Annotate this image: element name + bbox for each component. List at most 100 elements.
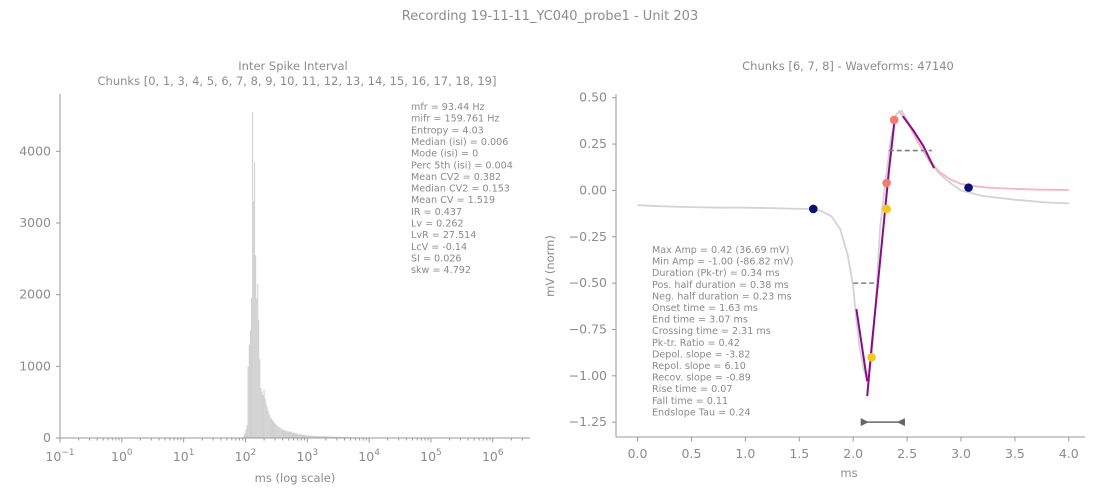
figure-title: Recording 19-11-11_YC040_probe1 - Unit 2… xyxy=(402,9,698,24)
waveform-feature-point xyxy=(889,115,899,125)
isi-bar xyxy=(247,366,249,438)
isi-bar xyxy=(304,435,308,438)
isi-stat-line: Mean CV2 = 0.382 xyxy=(411,172,501,183)
isi-bar xyxy=(269,417,271,438)
isi-chart: Inter Spike Interval Chunks [0, 1, 3, 4,… xyxy=(19,59,530,485)
isi-bar xyxy=(266,407,268,438)
isi-x-tick-label: 100 xyxy=(111,448,133,464)
waveform-x-tick-label: 3.0 xyxy=(951,446,971,461)
waveform-stat-line: Fall time = 0.11 xyxy=(652,396,728,407)
waveform-x-tick-label: 4.0 xyxy=(1059,446,1079,461)
isi-stat-line: Entropy = 4.03 xyxy=(411,125,484,136)
isi-bar xyxy=(314,435,319,438)
isi-bar xyxy=(260,387,262,438)
isi-title: Inter Spike Interval xyxy=(238,59,347,73)
waveform-axes: 0.50 0.25 0.00 −0.25 −0.50 −0.75 −1.00 −1.25 0.0… xyxy=(569,90,1085,461)
waveform-stat-line: Onset time = 1.63 ms xyxy=(652,303,758,314)
waveform-stat-line: Depol. slope = -3.82 xyxy=(652,349,751,360)
isi-bar xyxy=(252,111,254,439)
isi-bar xyxy=(277,426,279,438)
isi-bar xyxy=(265,403,267,438)
isi-bar xyxy=(283,430,285,438)
waveform-y-tick-label: −1.25 xyxy=(569,414,607,429)
isi-stat-line: LcV = -0.14 xyxy=(411,242,467,253)
isi-bar xyxy=(287,431,289,438)
isi-stat-line: mifr = 159.761 Hz xyxy=(411,114,499,125)
isi-bar xyxy=(242,436,245,438)
waveform-lines xyxy=(637,109,1069,427)
waveform-stat-line: Recov. slope = -0.89 xyxy=(652,373,751,384)
isi-bar xyxy=(275,424,277,438)
isi-stat-line: LvR = 27.514 xyxy=(411,230,476,241)
isi-bars xyxy=(241,111,389,439)
waveform-points xyxy=(809,115,973,362)
isi-y-tick-label: 2000 xyxy=(19,287,51,302)
isi-bar xyxy=(257,283,259,438)
isi-xlabel: ms (log scale) xyxy=(255,471,336,485)
isi-bar xyxy=(321,436,326,438)
waveform-y-tick-label: −1.00 xyxy=(569,368,607,383)
isi-bar xyxy=(301,434,305,438)
isi-bar xyxy=(285,430,287,438)
isi-bar xyxy=(294,433,298,438)
isi-bar xyxy=(270,418,272,438)
isi-bar xyxy=(307,435,312,438)
waveform-y-tick-label: −0.75 xyxy=(569,321,607,336)
isi-bar xyxy=(261,391,263,438)
isi-x-tick-label: 103 xyxy=(296,448,318,464)
waveform-stat-line: Rise time = 0.07 xyxy=(652,384,732,395)
isi-bar xyxy=(254,162,256,439)
isi-bar xyxy=(311,435,315,438)
waveform-stat-line: Crossing time = 2.31 ms xyxy=(652,326,771,337)
isi-bar xyxy=(325,436,330,438)
waveform-series-line xyxy=(855,308,869,382)
waveform-feature-point xyxy=(882,178,891,188)
isi-y-tick-label: 3000 xyxy=(19,215,51,230)
isi-bar xyxy=(329,436,333,438)
isi-x-tick-label: 10−1 xyxy=(45,448,74,464)
waveform-title: Chunks [6, 7, 8] - Waveforms: 47140 xyxy=(742,59,954,73)
waveform-x-tick-label: 2.5 xyxy=(897,446,917,461)
isi-bar xyxy=(259,359,261,438)
waveform-feature-point xyxy=(882,204,891,214)
isi-bar xyxy=(291,432,295,438)
isi-subtitle: Chunks [0, 1, 3, 4, 5, 6, 7, 8, 9, 10, 1… xyxy=(98,74,497,88)
waveform-stat-line: Neg. half duration = 0.23 ms xyxy=(652,291,792,302)
isi-y-tick-label: 4000 xyxy=(19,143,51,158)
waveform-stat-line: Max Amp = 0.42 (36.69 mV) xyxy=(652,245,789,256)
isi-bar xyxy=(340,436,345,438)
waveform-series-line xyxy=(897,110,1069,191)
isi-bar xyxy=(263,389,265,438)
isi-axes: 0 1000 2000 3000 4000 10−1 100 101 102 103 104 105 1… xyxy=(19,94,530,464)
isi-stat-line: IR = 0.437 xyxy=(411,207,462,218)
isi-bar xyxy=(284,430,286,438)
isi-bar xyxy=(336,436,341,438)
waveform-stats-box: Max Amp = 0.42 (36.69 mV)Min Amp = -1.00… xyxy=(652,245,793,418)
duration-marker-left-arrow xyxy=(860,418,869,427)
isi-bar xyxy=(253,201,255,438)
isi-bar xyxy=(245,429,247,438)
isi-bar xyxy=(271,420,274,438)
waveform-y-tick-label: −0.25 xyxy=(569,229,607,244)
isi-bar xyxy=(248,344,250,438)
waveform-x-tick-label: 1.0 xyxy=(735,446,755,461)
waveform-stat-line: Min Amp = -1.00 (-86.82 mV) xyxy=(652,257,793,268)
waveform-y-tick-label: −0.50 xyxy=(569,275,607,290)
waveform-chart: Chunks [6, 7, 8] - Waveforms: 47140 0.50… xyxy=(543,59,1085,480)
waveform-x-tick-label: 2.0 xyxy=(843,446,863,461)
isi-x-tick-label: 106 xyxy=(482,448,504,464)
isi-bar xyxy=(255,255,257,438)
duration-marker-right-arrow xyxy=(896,418,905,427)
waveform-y-tick-label: 0.25 xyxy=(579,136,607,151)
waveform-xlabel: ms xyxy=(840,466,857,480)
isi-bar xyxy=(258,319,260,438)
waveform-feature-point xyxy=(809,204,818,214)
isi-bar xyxy=(278,426,280,438)
isi-y-tick-label: 1000 xyxy=(19,358,51,373)
waveform-feature-point xyxy=(964,183,973,192)
isi-bar xyxy=(286,431,288,438)
waveform-series-line xyxy=(901,115,935,169)
isi-stat-line: Perc 5th (isi) = 0.004 xyxy=(411,160,513,171)
isi-bar xyxy=(246,425,248,438)
